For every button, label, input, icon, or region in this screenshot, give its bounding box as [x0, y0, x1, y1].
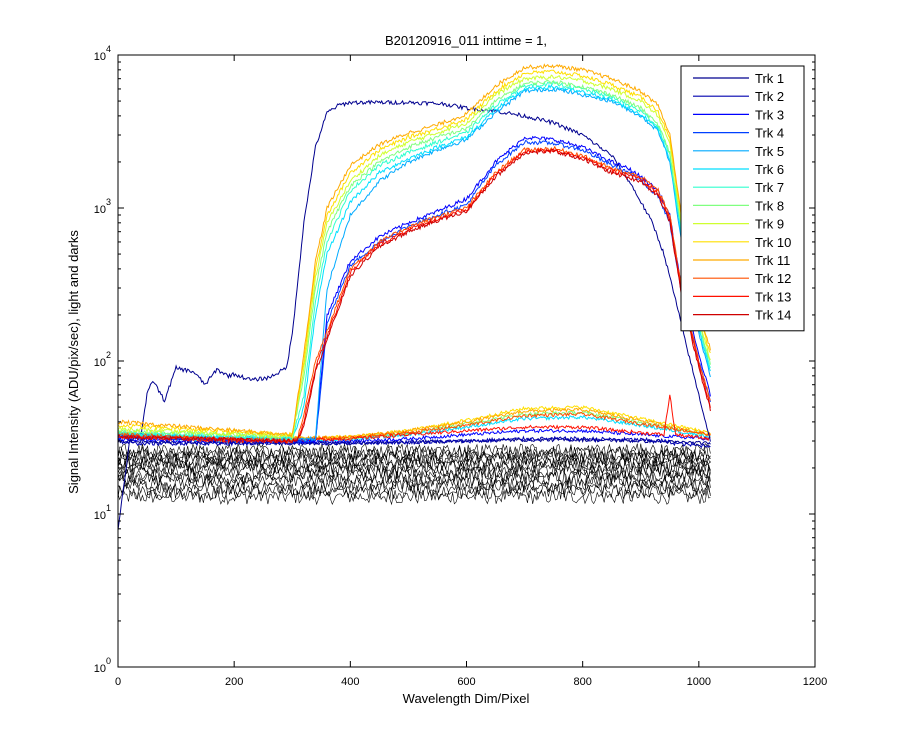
- y-tick-label-exponent: 2: [106, 350, 111, 360]
- series-line-8: [118, 79, 711, 440]
- dark-series-line-10: [118, 453, 711, 471]
- legend-label: Trk 8: [755, 198, 784, 213]
- legend-label: Trk 7: [755, 180, 784, 195]
- series-line-10: [118, 69, 711, 437]
- y-tick-label-base: 10: [94, 663, 106, 675]
- dark-series-line-14: [118, 442, 711, 460]
- legend-label: Trk 2: [755, 89, 784, 104]
- x-tick-label: 800: [573, 676, 591, 688]
- y-tick-label-exponent: 4: [106, 44, 111, 54]
- legend-label: Trk 5: [755, 144, 784, 159]
- y-tick-label-exponent: 1: [106, 503, 111, 513]
- x-axis-ticks: 0 200 400 600 800 1000 1200: [115, 55, 827, 688]
- legend-label: Trk 12: [755, 271, 791, 286]
- legend-label: Trk 14: [755, 308, 791, 323]
- y-tick-label-base: 10: [94, 204, 106, 216]
- series-line-14: [118, 148, 711, 444]
- dark-series-line-6: [118, 467, 711, 484]
- series-line-7: [118, 80, 711, 442]
- legend-label: Trk 11: [755, 253, 790, 268]
- y-tick-label-base: 10: [94, 51, 106, 63]
- legend-box: [680, 65, 805, 332]
- series-line-1: [118, 99, 711, 531]
- x-axis-label: Wavelength Dim/Pixel: [403, 691, 530, 706]
- legend-label: Trk 4: [755, 126, 784, 141]
- y-tick-label-base: 10: [94, 510, 106, 522]
- x-tick-label: 1000: [687, 676, 711, 688]
- chart-title: B20120916_011 inttime = 1,: [385, 33, 547, 48]
- x-tick-label: 600: [457, 676, 475, 688]
- plot-area: [118, 63, 711, 531]
- legend-label: Trk 10: [755, 235, 791, 250]
- x-tick-label: 200: [225, 676, 243, 688]
- dark-series-line-13: [118, 445, 711, 462]
- x-tick-label: 1200: [803, 676, 827, 688]
- legend-label: Trk 1: [755, 71, 784, 86]
- series-line-2: [118, 435, 711, 449]
- dark-series-line-7: [118, 463, 711, 480]
- y-tick-label-exponent: 3: [106, 197, 111, 207]
- legend-label: Trk 3: [755, 107, 784, 122]
- y-tick-label-exponent: 0: [106, 656, 111, 666]
- series-line-11: [118, 63, 711, 438]
- y-tick-label-base: 10: [94, 357, 106, 369]
- legend-label: Trk 6: [755, 162, 784, 177]
- y-axis-label: Signal Intensity (ADU/pix/sec), light an…: [66, 230, 81, 494]
- legend-label: Trk 13: [755, 289, 791, 304]
- x-tick-label: 0: [115, 676, 121, 688]
- x-tick-label: 400: [341, 676, 359, 688]
- legend: Trk 1 Trk 2 Trk 3 Trk 4 Trk 5 Trk 6 Trk 7 Trk 8…: [680, 65, 805, 332]
- legend-label: Trk 9: [755, 217, 784, 232]
